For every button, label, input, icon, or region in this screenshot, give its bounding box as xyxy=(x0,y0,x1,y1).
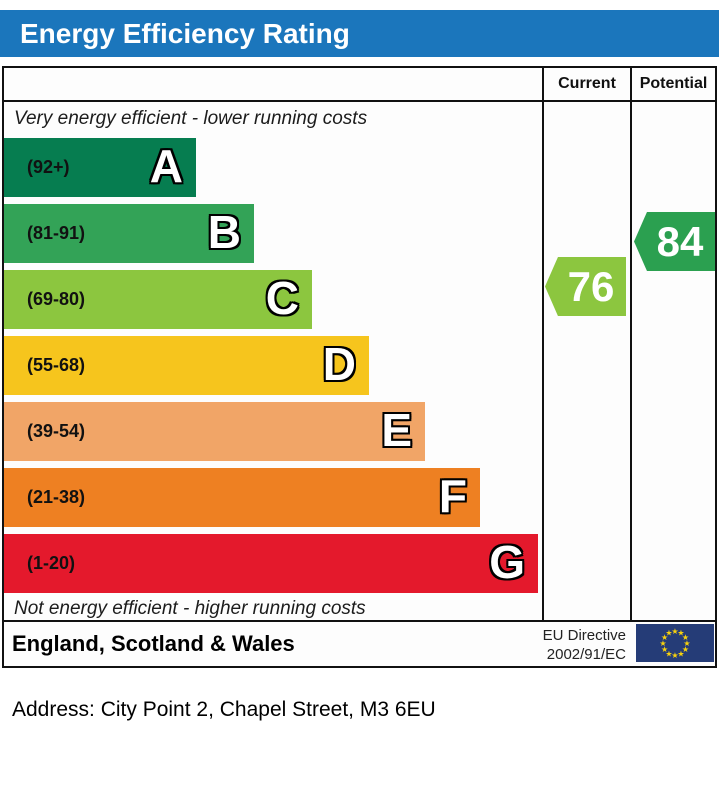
potential-column-line xyxy=(630,68,632,620)
band-letter: C xyxy=(265,272,299,324)
band-range-label: (21-38) xyxy=(27,487,86,507)
current-rating-pointer: 76 xyxy=(545,257,626,316)
title-bar: Energy Efficiency Rating xyxy=(0,10,719,57)
svg-text:★: ★ xyxy=(677,629,684,638)
region-label: England, Scotland & Wales xyxy=(12,631,295,656)
svg-text:★: ★ xyxy=(659,639,666,648)
header-separator-line xyxy=(4,100,715,102)
eu-directive-label: EU Directive 2002/91/EC xyxy=(543,626,626,664)
column-header-current: Current xyxy=(558,75,616,92)
band-letter: F xyxy=(438,470,467,522)
band-range-label: (1-20) xyxy=(27,553,76,573)
band-letter: E xyxy=(381,404,412,456)
address-line: Address: City Point 2, Chapel Street, M3… xyxy=(12,698,436,721)
band-bar-f: (21-38) F xyxy=(4,468,480,527)
svg-text:★: ★ xyxy=(677,649,684,658)
page-title: Energy Efficiency Rating xyxy=(20,18,350,49)
potential-rating-pointer: 84 xyxy=(634,212,715,271)
current-rating-value: 76 xyxy=(567,262,615,310)
potential-rating-value: 84 xyxy=(656,217,704,265)
band-range-label: (39-54) xyxy=(27,421,86,441)
eu-flag-icon: ★ ★ ★ ★ ★ ★ ★ ★ ★ ★ ★ ★ xyxy=(636,624,714,662)
svg-text:★: ★ xyxy=(671,627,678,636)
band-bar-b: (81-91) B xyxy=(4,204,254,263)
svg-text:★: ★ xyxy=(671,651,678,660)
svg-text:★: ★ xyxy=(661,645,668,654)
svg-text:★: ★ xyxy=(665,649,672,658)
top-note: Very energy efficient - lower running co… xyxy=(14,108,368,129)
svg-text:★: ★ xyxy=(683,639,690,648)
band-letter: A xyxy=(149,140,183,192)
svg-text:★: ★ xyxy=(682,633,689,642)
svg-text:★: ★ xyxy=(665,629,672,638)
band-range-label: (92+) xyxy=(27,157,70,177)
eu-directive-line1: EU Directive xyxy=(542,627,626,644)
eu-directive-line2: 2002/91/EC xyxy=(546,646,626,663)
band-letter: B xyxy=(207,206,241,258)
band-bar-c: (69-80) C xyxy=(4,270,312,329)
footer-separator-line xyxy=(4,620,715,622)
bottom-note: Not energy efficient - higher running co… xyxy=(14,598,366,619)
svg-text:★: ★ xyxy=(682,645,689,654)
band-letter: D xyxy=(322,338,356,390)
band-bar-e: (39-54) E xyxy=(4,402,425,461)
band-range-label: (55-68) xyxy=(27,355,86,375)
current-column-line xyxy=(542,68,544,620)
band-range-label: (69-80) xyxy=(27,289,86,309)
band-bar-d: (55-68) D xyxy=(4,336,369,395)
band-bar-g: (1-20) G xyxy=(4,534,538,593)
band-letter: G xyxy=(489,536,525,588)
band-range-label: (81-91) xyxy=(27,223,86,243)
energy-rating-table: Current Potential Very energy efficient … xyxy=(2,66,717,668)
band-bar-a: (92+) A xyxy=(4,138,196,197)
column-header-potential: Potential xyxy=(639,75,708,92)
svg-text:★: ★ xyxy=(661,633,668,642)
